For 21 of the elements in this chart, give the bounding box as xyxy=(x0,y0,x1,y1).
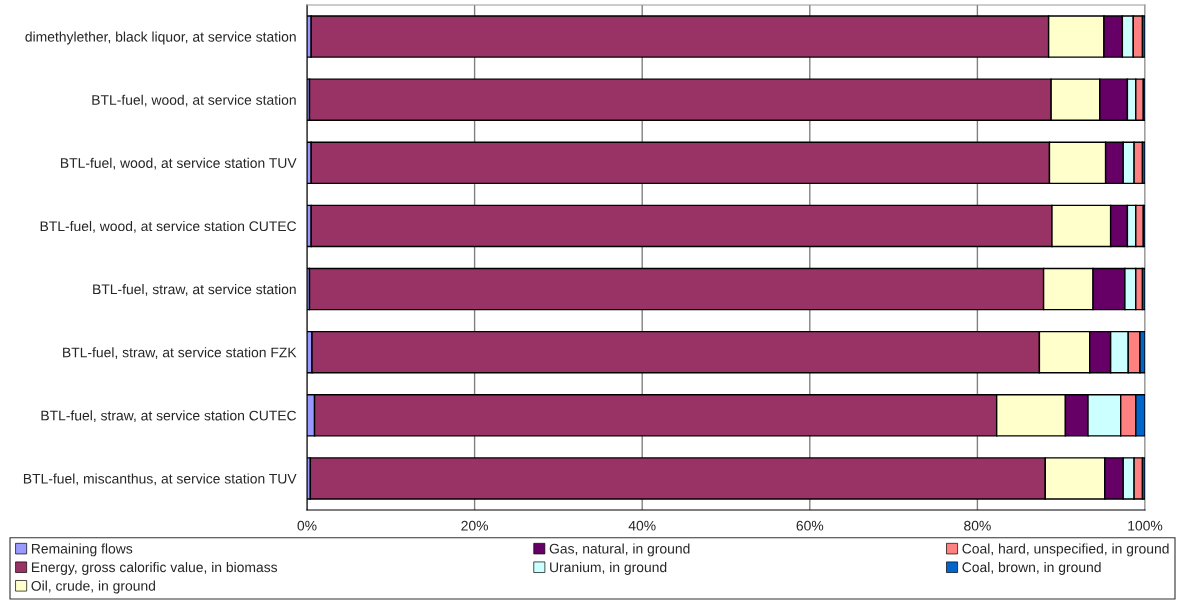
y-tick-label: BTL-fuel, miscanthus, at service station TUV xyxy=(23,473,297,486)
y-tick-label: BTL-fuel, wood, at service station xyxy=(92,94,296,107)
legend-label: Gas, natural, in ground xyxy=(549,543,690,557)
legend-label: Coal, brown, in ground xyxy=(962,561,1101,575)
legend-label: Remaining flows xyxy=(31,543,133,557)
x-tick-label: 20% xyxy=(461,520,489,531)
x-tick-label: 0% xyxy=(297,520,317,531)
y-tick-label: dimethylether, black liquor, at service station xyxy=(25,31,296,45)
x-tick-label: 80% xyxy=(964,520,991,531)
y-tick-label: BTL-fuel, straw, at service station FZK xyxy=(63,347,297,359)
legend-label: Uranium, in ground xyxy=(550,561,667,575)
y-tick-label: BTL-fuel, straw, at service station xyxy=(93,284,296,296)
y-tick-label: BTL-fuel, wood, at service station TUV xyxy=(61,157,297,170)
legend-label: Energy, gross calorific value, in biomass xyxy=(31,561,278,575)
legend-label: Oil, crude, in ground xyxy=(31,580,156,594)
legend-label: Coal, hard, unspecified, in ground xyxy=(962,543,1169,557)
x-tick-label: 100% xyxy=(1128,520,1163,531)
x-tick-label: 60% xyxy=(796,520,824,531)
x-tick-label: 40% xyxy=(628,520,656,531)
y-tick-label: BTL-fuel, straw, at service station CUTEC xyxy=(41,410,297,423)
y-tick-label: BTL-fuel, wood, at service station CUTEC xyxy=(40,220,297,233)
